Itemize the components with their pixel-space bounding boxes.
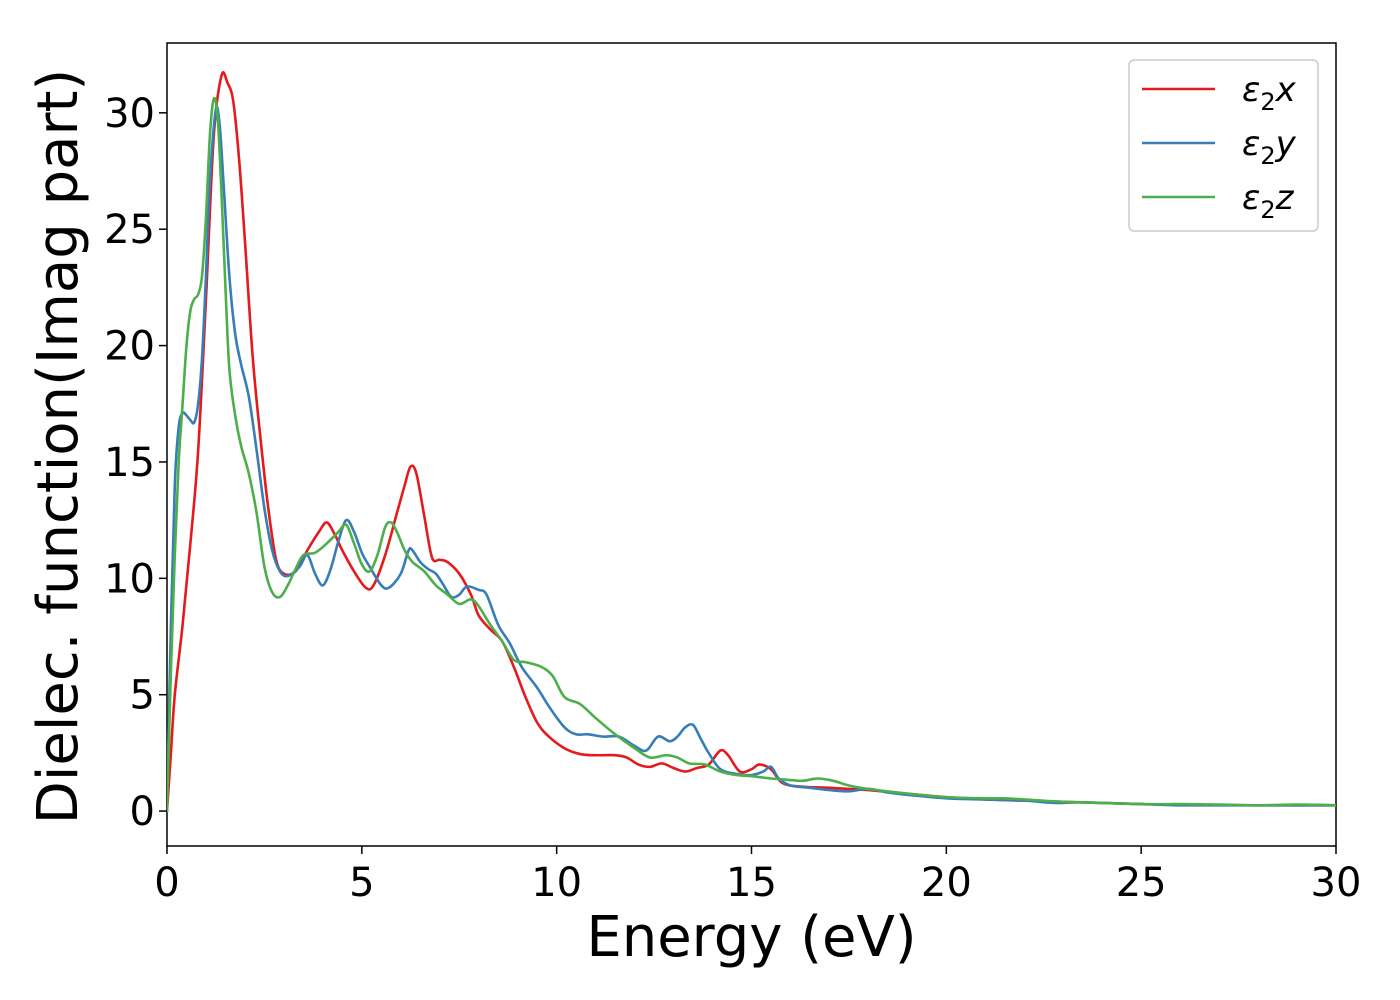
legend-label-y: ε2y [1242, 124, 1297, 170]
x-tick-label: 10 [531, 860, 582, 906]
y-tick-label: 30 [104, 91, 155, 137]
x-tick-label: 20 [921, 860, 972, 906]
y-tick-label: 10 [104, 556, 155, 602]
legend-box [1128, 59, 1319, 232]
y-tick-label: 5 [130, 673, 155, 719]
y-tick-label: 0 [130, 789, 155, 835]
legend-label-x: ε2x [1242, 70, 1297, 116]
series-layer [167, 71, 1336, 813]
y-axis: 0 5 10 15 20 25 30 [104, 91, 167, 835]
y-tick-label: 25 [104, 207, 155, 253]
x-tick-label: 15 [726, 860, 777, 906]
legend: ε2x ε2y ε2z [1128, 59, 1319, 232]
x-tick-label: 25 [1116, 860, 1167, 906]
series-line-y [167, 105, 1336, 813]
x-tick-label: 30 [1311, 860, 1362, 906]
x-axis: 0 5 10 15 20 25 30 [154, 846, 1361, 906]
y-tick-label: 15 [104, 440, 155, 486]
series-line-z [167, 96, 1336, 813]
x-tick-label: 5 [349, 860, 374, 906]
series-line-x [167, 71, 1336, 813]
y-axis-label: Dielec. function(Imag part) [26, 69, 91, 825]
y-tick-label: 20 [104, 324, 155, 370]
x-axis-label: Energy (eV) [586, 905, 916, 970]
legend-label-z: ε2z [1242, 178, 1295, 224]
x-tick-label: 0 [154, 860, 179, 906]
